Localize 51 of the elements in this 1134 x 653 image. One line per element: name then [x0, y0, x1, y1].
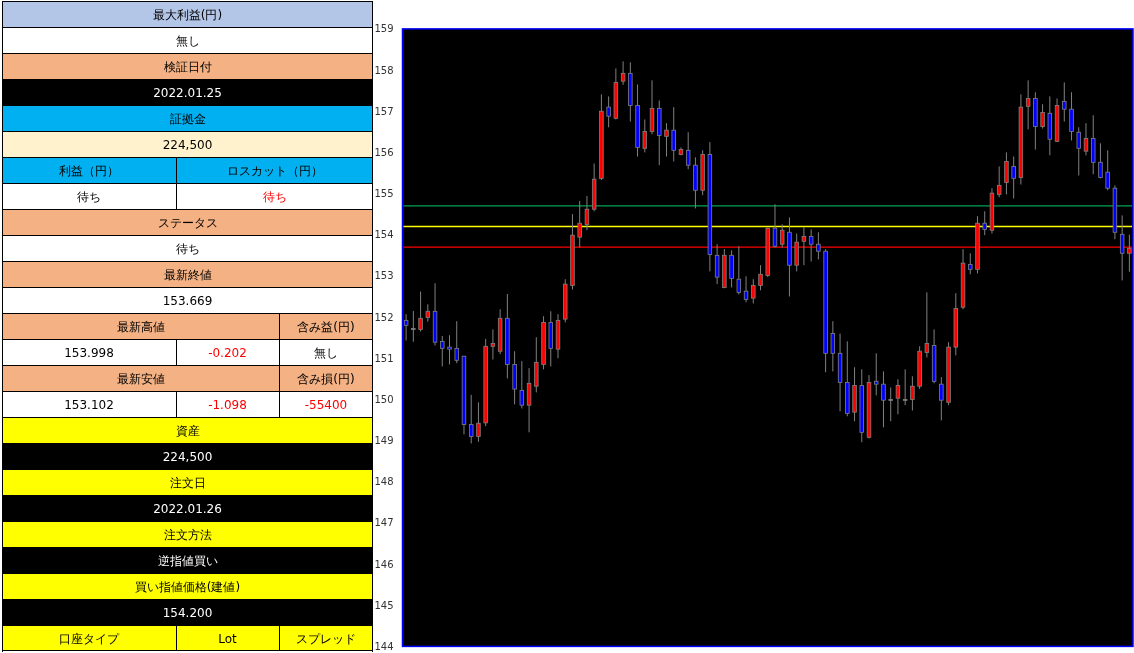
table-text: 口座タイプ: [59, 631, 119, 646]
y-tick-label: 144: [375, 640, 394, 652]
table-text: 2022.01.25: [153, 85, 222, 100]
y-tick-label: 158: [375, 64, 394, 76]
table-text: 153.998: [64, 345, 114, 360]
table-text: 待ち: [262, 189, 287, 204]
y-tick-label: 156: [375, 146, 394, 158]
y-tick-label: 148: [375, 476, 394, 488]
table-text: 注文方法: [163, 527, 212, 542]
y-tick-label: 153: [375, 270, 394, 282]
table-text: -0.202: [208, 345, 247, 360]
table-text: 最大利益(円): [152, 7, 223, 22]
table-text: 最新高値: [116, 319, 165, 334]
table-text: 逆指値買い: [157, 553, 218, 568]
table-text: 含み損(円): [297, 371, 355, 386]
table-text: 224,500: [162, 449, 213, 464]
table-text: 証拠金: [169, 111, 206, 126]
table-text: 154.200: [162, 605, 213, 620]
table-text: スプレッド: [296, 631, 356, 646]
table-text: 最新終値: [163, 267, 212, 282]
table-text: 153.102: [64, 397, 114, 412]
y-tick-label: 149: [375, 435, 394, 447]
table-text: 資産: [175, 423, 200, 438]
y-tick-label: 145: [375, 599, 394, 611]
y-tick-label: 155: [375, 188, 394, 200]
y-tick-label: 146: [375, 558, 394, 570]
table-text: 待ち: [175, 241, 200, 256]
table-text: -1.098: [208, 397, 247, 412]
y-tick-label: 151: [375, 352, 394, 364]
table-text: ステータス: [157, 215, 218, 230]
table-text: 無し: [314, 345, 338, 360]
table-text: -55400: [304, 397, 348, 412]
y-tick-label: 154: [375, 229, 394, 241]
table-text: 注文日: [169, 475, 206, 490]
table-text: Lot: [218, 631, 237, 646]
table-text: 含み益(円): [297, 319, 355, 334]
table-text: 2022.01.26: [153, 501, 222, 516]
table-text: 買い指値価格(建値): [134, 579, 241, 594]
y-tick-label: 150: [375, 393, 394, 405]
table-text: 無し: [175, 33, 200, 48]
table-text: 224,500: [162, 137, 213, 152]
y-tick-label: 159: [375, 23, 394, 35]
y-tick-label: 147: [375, 517, 394, 529]
table-text: 利益（円）: [59, 163, 119, 178]
table-text: 最新安値: [116, 371, 165, 386]
table-text: 待ち: [77, 189, 101, 204]
table-text: 153.669: [162, 293, 213, 308]
y-tick-label: 157: [375, 105, 394, 117]
table-text: 検証日付: [163, 59, 212, 74]
table-text: ロスカット（円）: [226, 163, 323, 178]
y-tick-label: 152: [375, 311, 394, 323]
